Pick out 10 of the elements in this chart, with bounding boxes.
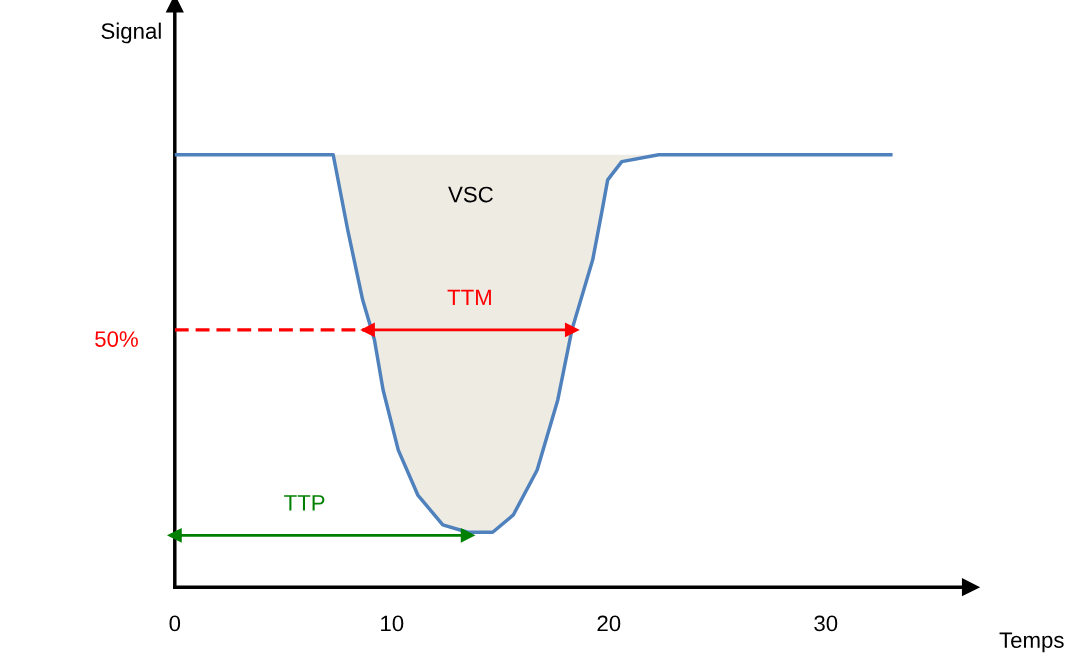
annotation: TTP	[284, 495, 325, 511]
text: 50%	[95, 331, 138, 347]
x-tick-label: 10	[381, 615, 404, 632]
x-tick-label: 0	[169, 615, 181, 632]
annotation: TTM	[447, 289, 491, 306]
x-tick-label: 30	[814, 615, 838, 632]
x-axis-title: Temps	[999, 632, 1064, 653]
x-tick-label: 20	[597, 615, 621, 632]
annotation: VSC	[448, 186, 493, 203]
text: Signal	[101, 22, 161, 44]
